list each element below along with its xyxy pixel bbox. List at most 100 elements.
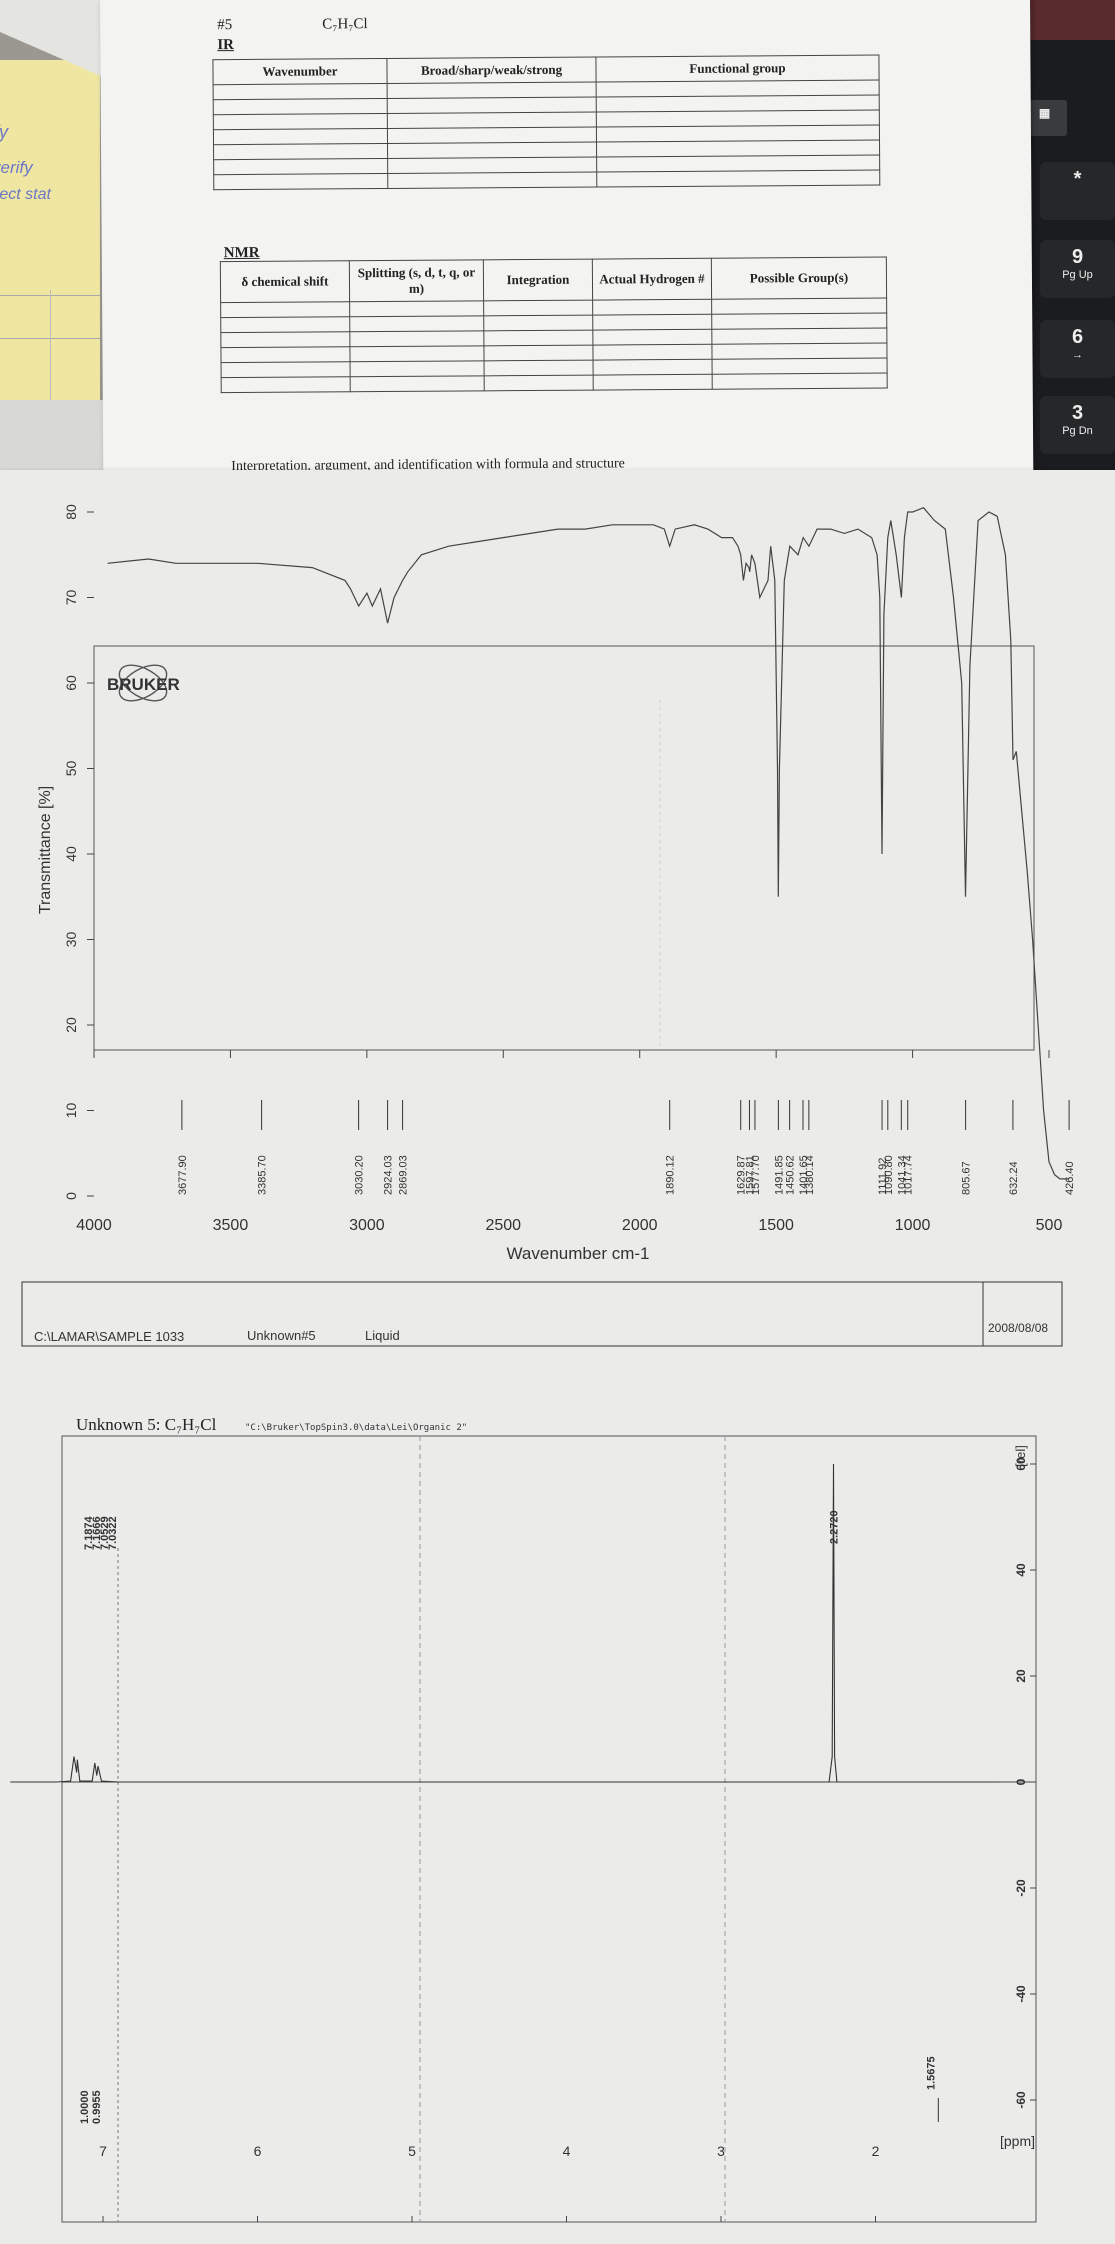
nmr-y-tick-label: -40 <box>1014 1985 1028 2003</box>
nmr-y-tick-label: -20 <box>1014 1879 1028 1897</box>
nmr-x-tick-label: 4 <box>563 2143 571 2159</box>
ir-peak-label: 805.67 <box>961 1161 973 1195</box>
nmr-x-unit: [ppm] <box>1000 2133 1035 2149</box>
ir-x-tick-label: 1500 <box>758 1217 794 1234</box>
ir-peak-label: 1597.81 <box>744 1155 756 1195</box>
nmr-data-path: "C:\Bruker\TopSpin3.0\data\Lei\Organic 2… <box>245 1423 467 1433</box>
nmr-y-axis: 60 40 20 0 -20 -40 -60 <box>1014 1457 1036 2109</box>
bruker-logo <box>118 664 168 702</box>
keypad-star-key: * <box>1040 162 1115 220</box>
nmr-x-tick-label: 3 <box>717 2143 725 2159</box>
keyboard-edge <box>1020 0 1115 40</box>
ir-y-axis-label: Transmittance [%] <box>37 786 54 914</box>
nmr-y-unit: [rel] <box>1013 1445 1028 1467</box>
nmr-x-tick-label: 7 <box>99 2143 107 2159</box>
ir-section-label: IR <box>217 37 235 54</box>
nmr-integral-labels: 1.0000 0.9955 <box>79 2090 103 2124</box>
ir-x-tick-label: 3500 <box>213 1217 249 1234</box>
nmr-x-axis: 7 6 5 4 3 2 <box>99 2143 880 2222</box>
nmr-peak-label: 7.1874 <box>83 1515 95 1550</box>
ir-peak-label: 3385.70 <box>257 1155 269 1195</box>
ir-footer-date: 2008/08/08 <box>988 1321 1048 1335</box>
ir-plot-frame <box>93 645 1035 1051</box>
nmr-y-tick-label: 20 <box>1014 1669 1028 1683</box>
nmr-peak-label: 7.0322 <box>107 1516 119 1550</box>
ir-peak-label: 3677.90 <box>177 1155 189 1195</box>
ir-y-tick-label: 50 <box>63 761 79 777</box>
nmr-header-cell: Splitting (s, d, t, q, or m) <box>349 259 484 302</box>
ir-x-tick-label: 2000 <box>622 1217 658 1234</box>
nmr-spectrum-sheet: 7 6 5 4 3 2 60 40 20 0 -20 -40 -60 7.1874 7.1666 7.05… <box>0 1378 1115 2244</box>
ir-peak-label: 426.40 <box>1064 1161 1076 1195</box>
ir-y-tick-label: 30 <box>63 932 79 948</box>
ir-y-tick-label: 10 <box>63 1103 79 1119</box>
ir-y-tick-label: 40 <box>63 846 79 862</box>
notepad-scribble: rect stat <box>0 186 51 203</box>
ir-peak-label: 2869.03 <box>398 1155 410 1195</box>
ir-x-axis: 4000 3500 3000 2500 2000 1500 1000 500 <box>76 1050 1062 1234</box>
ir-footer-box <box>21 1281 1063 1347</box>
ir-peak-label: 1450.62 <box>785 1155 797 1195</box>
ir-footer-path: C:\LAMAR\SAMPLE 1033 <box>34 1329 184 1344</box>
ir-x-tick-label: 4000 <box>76 1217 112 1234</box>
nmr-y-tick-label: 0 <box>1014 1778 1028 1785</box>
nmr-spectrum-line <box>10 1463 1000 1783</box>
ir-peak-label: 1401.65 <box>798 1155 810 1195</box>
ir-x-tick-label: 2500 <box>485 1217 521 1234</box>
ir-x-axis-label: Wavenumber cm-1 <box>507 1244 650 1263</box>
nmr-header-cell: Actual Hydrogen # <box>592 258 712 301</box>
nmr-x-tick-label: 6 <box>254 2143 262 2159</box>
notepad-margin <box>50 290 51 460</box>
worksheet-number: #5 <box>217 17 233 34</box>
keypad-9-key: 9 Pg Up <box>1040 240 1115 298</box>
ir-peak-label: 1629.87 <box>736 1155 748 1195</box>
ir-peak-label: 632.24 <box>1008 1161 1020 1195</box>
nmr-integral-label: 1.0000 <box>79 2090 91 2124</box>
ir-peak-label: 1890.12 <box>665 1155 677 1195</box>
ir-peak-label: 1577.70 <box>750 1155 762 1195</box>
ir-y-tick-label: 20 <box>63 1017 79 1033</box>
ir-transmittance-line <box>107 506 1070 1180</box>
ir-spectrum-sheet: 0 10 20 30 40 50 60 70 80 4000 3500 3000 2500 2000 15… <box>0 470 1115 1380</box>
nmr-integral-label: 0.9955 <box>91 2090 103 2124</box>
ir-peak-label: 1380.14 <box>804 1155 816 1195</box>
nmr-peak-label: 7.1666 <box>91 1516 103 1550</box>
ir-table: Wavenumber Broad/sharp/weak/strong Funct… <box>212 55 880 191</box>
nmr-table: δ chemical shift Splitting (s, d, t, q, … <box>220 257 888 394</box>
ir-x-tick-label: 3000 <box>349 1217 385 1234</box>
ir-x-tick-label: 1000 <box>895 1217 931 1234</box>
keypad-6-key: 6 → <box>1040 320 1115 378</box>
nmr-peak-label: 2.2720 <box>828 1510 840 1544</box>
ir-peak-label: 1017.74 <box>903 1155 915 1195</box>
back-paper-lower <box>0 400 110 480</box>
ir-peak-label: 2924.03 <box>383 1155 395 1195</box>
ir-y-tick-label: 0 <box>63 1192 79 1200</box>
ir-peak-label: 1041.34 <box>896 1155 908 1195</box>
ir-y-tick-label: 60 <box>63 675 79 691</box>
ir-peak-label: 1491.85 <box>773 1155 785 1195</box>
nmr-y-tick-label: 40 <box>1014 1563 1028 1577</box>
ir-header-cell: Broad/sharp/weak/strong <box>386 57 597 84</box>
nmr-plot-frame <box>61 1435 1037 2223</box>
nmr-chart: 7 6 5 4 3 2 60 40 20 0 -20 -40 -60 7.18747.16667.05… <box>10 1415 1037 2223</box>
ir-peak-labels: 3677.90 3385.70 3030.20 2924.03 2869.03 1890.… <box>177 1100 1076 1195</box>
nmr-y-tick-label: 60 <box>1014 1457 1028 1471</box>
ir-y-tick-label: 70 <box>63 590 79 606</box>
worksheet-formula: C₇H₇Cl <box>322 16 368 33</box>
ir-y-axis: 0 10 20 30 40 50 60 70 80 <box>63 504 94 1200</box>
nmr-x-tick-label: 5 <box>408 2143 416 2159</box>
nmr-section-label: NMR <box>223 244 260 262</box>
nmr-table-header: δ chemical shift Splitting (s, d, t, q, … <box>220 257 887 303</box>
ir-peak-label: 1090.80 <box>883 1155 895 1195</box>
nmr-header-cell: Possible Group(s) <box>711 257 887 300</box>
bruker-logo-text: BRUKER <box>107 675 180 694</box>
ir-peak-label: 1111.92 <box>877 1158 889 1195</box>
ir-footer-state: Liquid <box>365 1328 400 1343</box>
nmr-y-tick-label: -60 <box>1014 2091 1028 2109</box>
nmr-peak-label: 7.0529 <box>99 1516 111 1550</box>
notepad-scribble: fy <box>0 122 8 143</box>
notepad-scribble: verify <box>0 158 33 177</box>
nmr-header-cell: δ chemical shift <box>220 260 350 303</box>
nmr-x-tick-label: 2 <box>872 2143 880 2159</box>
